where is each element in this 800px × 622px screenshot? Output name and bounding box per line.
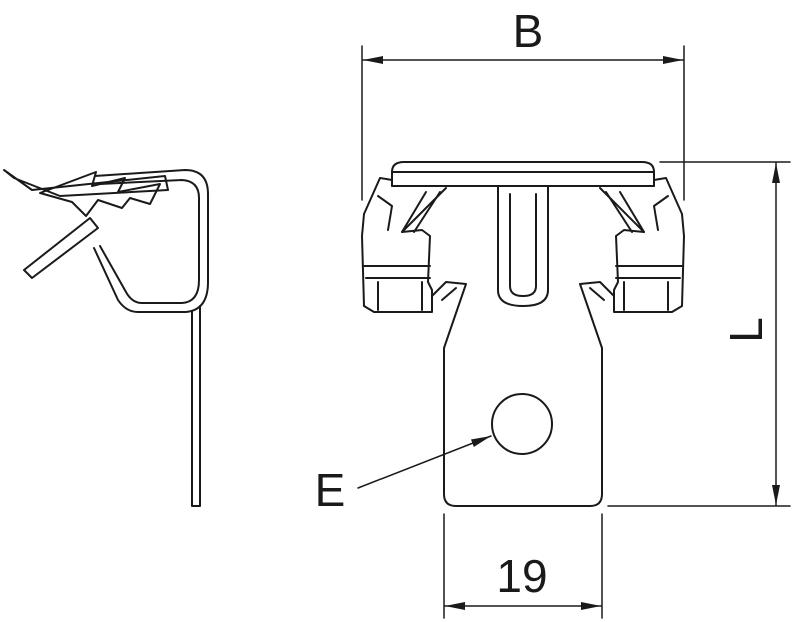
e-leader-line xyxy=(357,435,492,489)
front-left-jaw-detail xyxy=(377,195,393,231)
front-view xyxy=(361,161,685,507)
leader-e: E xyxy=(315,435,492,516)
side-teeth xyxy=(39,171,161,217)
tab-width-label: 19 xyxy=(496,550,547,602)
l-label: L xyxy=(720,317,772,343)
b-label: B xyxy=(513,5,544,57)
front-left-spring-2 xyxy=(413,191,441,233)
dimension-b: B xyxy=(361,5,685,201)
front-left-spring xyxy=(401,191,427,233)
side-tail xyxy=(191,305,201,507)
front-right-jaw xyxy=(599,177,685,313)
front-left-jaw-ribs xyxy=(377,281,423,311)
front-tab-shoulders xyxy=(441,287,605,301)
front-center-slot-outer xyxy=(497,185,549,307)
front-mounting-tab xyxy=(431,281,615,507)
side-body-inner xyxy=(99,179,200,304)
front-right-spring-2 xyxy=(605,191,633,233)
front-right-spring xyxy=(619,191,645,233)
e-label: E xyxy=(315,464,346,516)
side-view xyxy=(3,169,209,507)
front-hole xyxy=(491,393,553,455)
front-center-slot-inner xyxy=(509,193,537,297)
front-left-jaw-lines xyxy=(363,265,431,279)
dimension-l: L xyxy=(607,161,791,507)
front-right-jaw-detail xyxy=(653,195,669,231)
side-body-outer xyxy=(93,169,209,313)
front-right-jaw-lines xyxy=(615,265,683,279)
front-top-bar xyxy=(391,161,655,187)
dimension-19: 19 xyxy=(443,513,603,619)
front-right-jaw-ribs xyxy=(623,281,669,311)
side-lower-arm xyxy=(23,217,99,279)
side-upper-arm xyxy=(3,169,169,197)
front-left-jaw xyxy=(361,177,447,313)
